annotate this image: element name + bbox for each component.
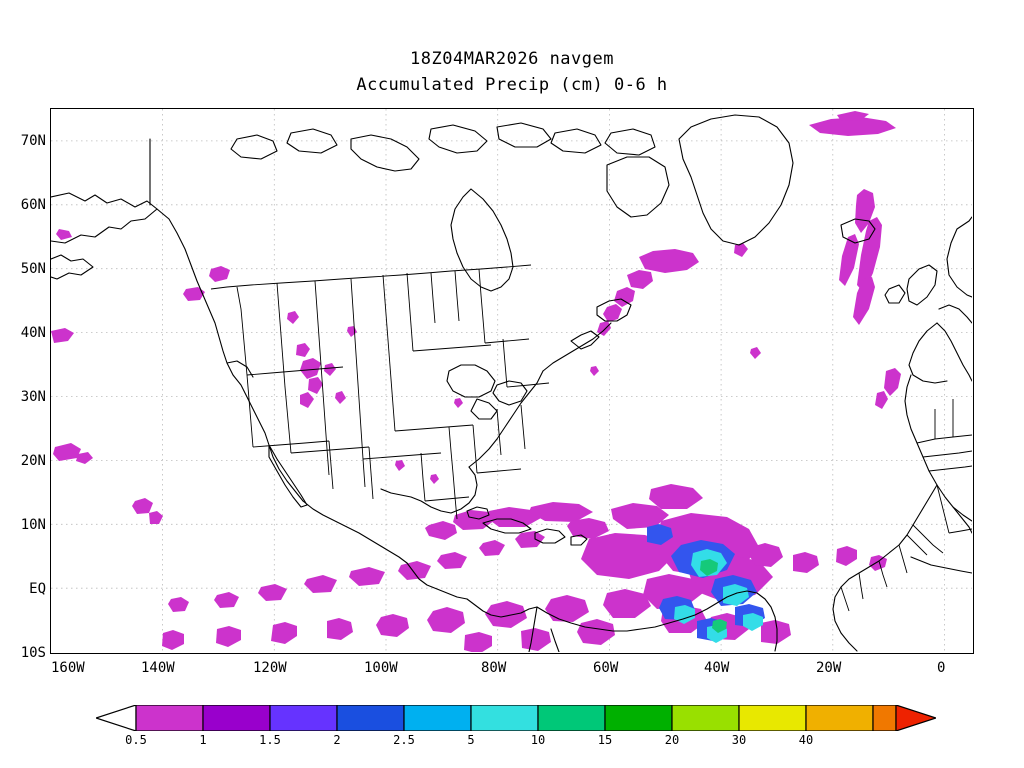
x-tick-40W: 40W [704,660,730,676]
title-line-2: Accumulated Precip (cm) 0-6 h [356,75,668,95]
cbar-tick-5: 5 [467,733,475,747]
state-borders [210,264,550,520]
cbar-tick-7: 15 [597,733,613,747]
y-tick-40N: 40N [20,325,46,341]
x-tick-0: 0 [937,660,946,676]
map-gridlines [51,109,972,652]
cbar-tick-0: 0.5 [125,733,147,747]
map-svg [51,109,972,652]
x-tick-20W: 20W [816,660,842,676]
colorbar-svg [96,705,936,731]
x-tick-80W: 80W [481,660,507,676]
precip-shading [51,111,901,652]
colorbar: 0.5 1 1.5 2 2.5 5 10 15 20 30 40 [96,705,936,747]
y-tick-30N: 30N [20,389,46,405]
chart-title-block: 18Z04MAR2026 navgem Accumulated Precip (… [0,46,1024,98]
x-tick-160W: 160W [51,660,85,676]
y-tick-20N: 20N [20,453,46,469]
x-tick-100W: 100W [364,660,398,676]
cbar-tick-10: 40 [798,733,814,747]
x-tick-140W: 140W [141,660,175,676]
y-tick-10N: 10N [20,517,46,533]
coastlines [51,114,972,652]
map-plot-area [50,108,974,654]
x-tick-120W: 120W [253,660,287,676]
cbar-tick-3: 2 [333,733,341,747]
y-tick-60N: 60N [20,197,46,213]
cbar-tick-9: 30 [731,733,747,747]
x-tick-60W: 60W [593,660,619,676]
y-tick-10S: 10S [20,645,46,661]
cbar-tick-6: 10 [530,733,546,747]
y-tick-50N: 50N [20,261,46,277]
cbar-tick-2: 1.5 [259,733,281,747]
cbar-tick-1: 1 [199,733,207,747]
y-tick-70N: 70N [20,133,46,149]
y-tick-EQ: EQ [29,581,46,597]
africa-borders [840,399,972,612]
cbar-tick-8: 20 [664,733,680,747]
cbar-tick-4: 2.5 [393,733,415,747]
title-line-1: 18Z04MAR2026 navgem [410,49,614,69]
